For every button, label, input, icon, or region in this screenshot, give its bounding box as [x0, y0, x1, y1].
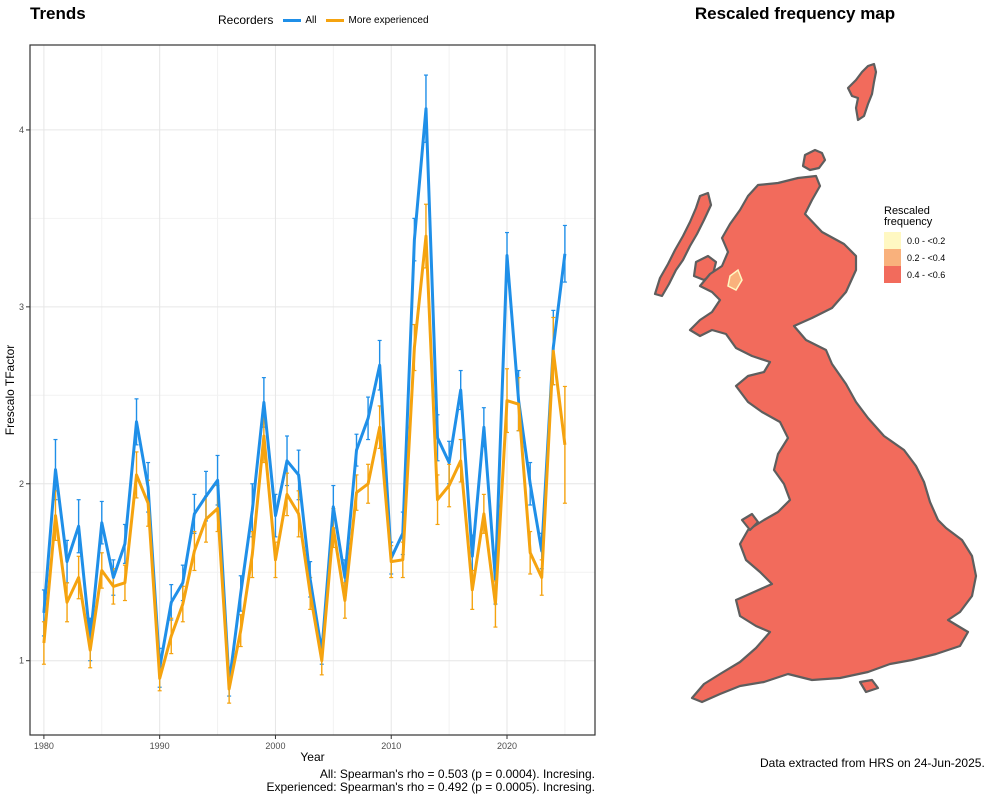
x-tick-label: 2020 [497, 741, 517, 751]
map-legend-title-line2: frequency [884, 216, 933, 228]
y-axis-title: Frescalo TFactor [3, 345, 17, 435]
x-tick-label: 2010 [381, 741, 401, 751]
map-orkney [801, 148, 827, 172]
map-legend-label: 0.0 - <0.2 [907, 235, 946, 246]
trend-statistics: All: Spearman's rho = 0.503 (p = 0.0004)… [200, 767, 596, 794]
map-title: Rescaled frequency map [694, 4, 896, 23]
x-tick-label: 2000 [265, 741, 285, 751]
y-tick-label: 3 [19, 302, 24, 312]
map-legend-label: 0.4 - <0.6 [907, 269, 946, 280]
x-tick-label: 1980 [34, 741, 54, 751]
x-tick-label: 1990 [150, 741, 170, 751]
y-tick-label: 1 [19, 656, 24, 666]
map-anglesey [740, 512, 760, 532]
map-legend-title: Rescaled frequency [884, 206, 945, 228]
map-legend-row: 0.0 - <0.2 [884, 232, 945, 249]
map-legend-label: 0.2 - <0.4 [907, 252, 946, 263]
legend-label-all: All [305, 14, 317, 26]
series-line-experienced [42, 234, 567, 691]
map-legend-swatch [884, 249, 901, 266]
legend-swatch-experienced [326, 18, 345, 22]
legend-swatch-all [283, 18, 302, 22]
chart-legend: Recorders All More experienced [218, 13, 435, 27]
series-line-all [42, 107, 567, 686]
map-low-frequency-patch [727, 268, 743, 291]
map-legend-swatch [884, 266, 901, 283]
stats-experienced: Experienced: Spearman's rho = 0.492 (p =… [266, 780, 596, 794]
map-legend-swatch [884, 232, 901, 249]
map-legend: Rescaled frequency 0.0 - <0.2 0.2 - <0.4… [884, 206, 945, 283]
gb-frequency-map [653, 62, 978, 704]
map-mainland [688, 174, 978, 704]
y-tick-label: 4 [19, 125, 24, 135]
map-shetland [846, 62, 878, 122]
data-source-note: Data extracted from HRS on 24-Jun-2025. [760, 756, 985, 770]
plot-panel [30, 45, 595, 735]
legend-title: Recorders [218, 13, 274, 27]
map-isle-of-wight [858, 678, 880, 694]
chart-title: Trends [30, 4, 86, 23]
plot-border [29, 44, 596, 736]
map-legend-title-line1: Rescaled [884, 205, 930, 217]
map-legend-row: 0.4 - <0.6 [884, 266, 945, 283]
y-tick-label: 2 [19, 479, 24, 489]
stats-all: All: Spearman's rho = 0.503 (p = 0.0004)… [319, 767, 595, 781]
map-legend-row: 0.2 - <0.4 [884, 249, 945, 266]
map-outer-hebrides [653, 191, 713, 298]
legend-label-experienced: More experienced [348, 14, 429, 26]
x-axis-title: Year [300, 750, 324, 764]
trend-chart: 1980 1990 2000 2010 2020 1 2 3 4 Year Frescalo TFa… [3, 44, 596, 764]
